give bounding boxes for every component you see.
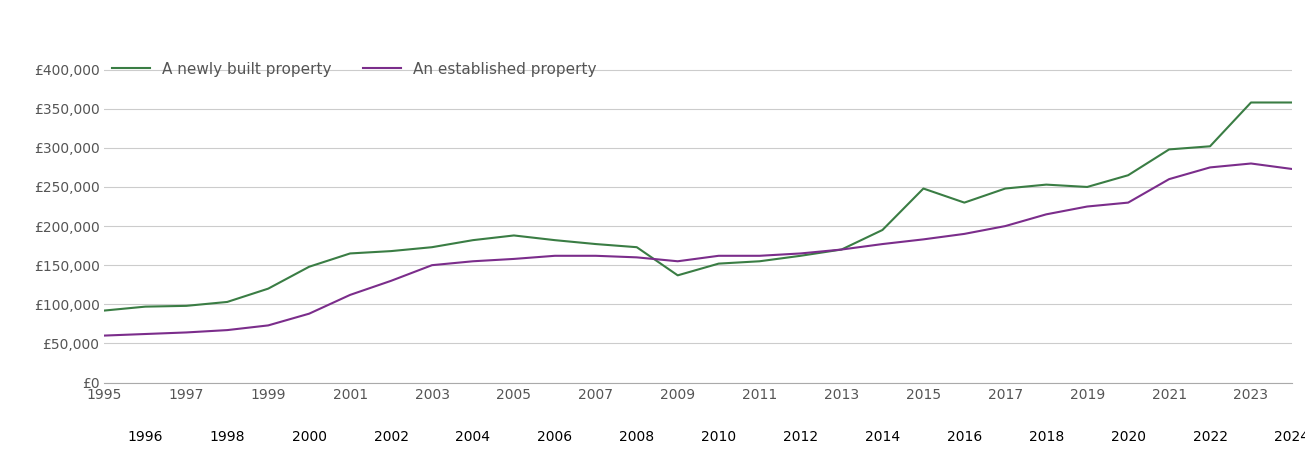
- A newly built property: [957, 200, 972, 205]
- A newly built property: [547, 238, 562, 243]
- An established property: [1120, 200, 1135, 205]
- An established property: [1244, 161, 1259, 166]
- An established property: [384, 278, 399, 284]
- A newly built property: [97, 308, 112, 313]
- A newly built property: [1202, 144, 1218, 149]
- An established property: [342, 292, 358, 297]
- A newly built property: [1079, 184, 1095, 189]
- A newly built property: [424, 244, 440, 250]
- A newly built property: [1039, 182, 1054, 187]
- A newly built property: [916, 186, 932, 191]
- An established property: [752, 253, 767, 258]
- An established property: [669, 259, 685, 264]
- An established property: [547, 253, 562, 258]
- A newly built property: [834, 247, 850, 252]
- An established property: [219, 328, 235, 333]
- A newly built property: [589, 241, 604, 247]
- An established property: [506, 256, 522, 261]
- An established property: [957, 231, 972, 237]
- An established property: [589, 253, 604, 258]
- A newly built property: [137, 304, 153, 309]
- A newly built property: [669, 273, 685, 278]
- A newly built property: [301, 264, 317, 270]
- A newly built property: [1284, 100, 1300, 105]
- A newly built property: [384, 248, 399, 254]
- An established property: [97, 333, 112, 338]
- An established property: [711, 253, 727, 258]
- An established property: [424, 262, 440, 268]
- An established property: [1161, 176, 1177, 182]
- A newly built property: [342, 251, 358, 256]
- An established property: [137, 331, 153, 337]
- An established property: [1284, 166, 1300, 171]
- An established property: [792, 251, 808, 256]
- An established property: [629, 255, 645, 260]
- An established property: [1039, 212, 1054, 217]
- Legend: A newly built property, An established property: A newly built property, An established p…: [112, 62, 596, 76]
- An established property: [874, 241, 890, 247]
- Line: A newly built property: A newly built property: [104, 103, 1292, 310]
- A newly built property: [874, 227, 890, 233]
- An established property: [1202, 165, 1218, 170]
- A newly built property: [1161, 147, 1177, 152]
- A newly built property: [997, 186, 1013, 191]
- A newly built property: [465, 238, 480, 243]
- A newly built property: [711, 261, 727, 266]
- An established property: [1079, 204, 1095, 209]
- A newly built property: [629, 244, 645, 250]
- A newly built property: [179, 303, 194, 309]
- An established property: [997, 223, 1013, 229]
- An established property: [261, 323, 277, 328]
- An established property: [179, 330, 194, 335]
- An established property: [834, 247, 850, 252]
- A newly built property: [752, 259, 767, 264]
- An established property: [465, 259, 480, 264]
- An established property: [916, 237, 932, 242]
- A newly built property: [1244, 100, 1259, 105]
- A newly built property: [261, 286, 277, 291]
- Line: An established property: An established property: [104, 163, 1292, 336]
- A newly built property: [219, 299, 235, 305]
- An established property: [301, 311, 317, 316]
- A newly built property: [1120, 172, 1135, 178]
- A newly built property: [506, 233, 522, 238]
- A newly built property: [792, 253, 808, 258]
